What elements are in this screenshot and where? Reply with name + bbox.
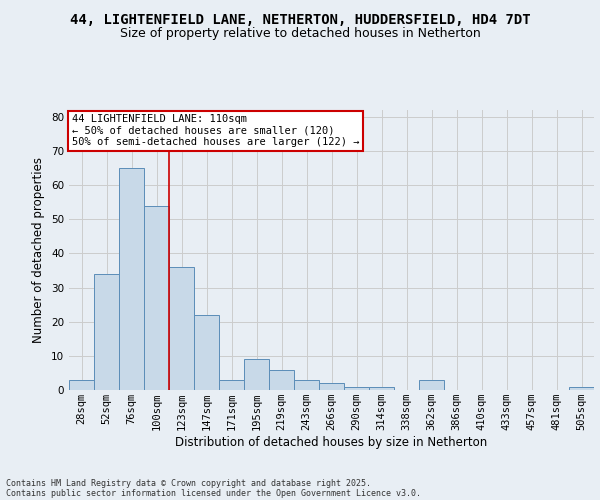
Bar [69, 380, 94, 390]
Text: Contains HM Land Registry data © Crown copyright and database right 2025.: Contains HM Land Registry data © Crown c… [6, 478, 371, 488]
Bar [419, 380, 444, 390]
Bar [294, 380, 319, 390]
Bar [94, 274, 119, 390]
Bar [194, 315, 219, 390]
Bar [169, 267, 194, 390]
X-axis label: Distribution of detached houses by size in Netherton: Distribution of detached houses by size … [175, 436, 488, 449]
Bar [144, 206, 169, 390]
Text: Contains public sector information licensed under the Open Government Licence v3: Contains public sector information licen… [6, 488, 421, 498]
Text: 44 LIGHTENFIELD LANE: 110sqm
← 50% of detached houses are smaller (120)
50% of s: 44 LIGHTENFIELD LANE: 110sqm ← 50% of de… [71, 114, 359, 148]
Bar [244, 360, 269, 390]
Text: Size of property relative to detached houses in Netherton: Size of property relative to detached ho… [119, 28, 481, 40]
Bar [319, 383, 344, 390]
Text: 44, LIGHTENFIELD LANE, NETHERTON, HUDDERSFIELD, HD4 7DT: 44, LIGHTENFIELD LANE, NETHERTON, HUDDER… [70, 12, 530, 26]
Y-axis label: Number of detached properties: Number of detached properties [32, 157, 46, 343]
Bar [219, 380, 244, 390]
Bar [344, 386, 369, 390]
Bar [269, 370, 294, 390]
Bar [569, 386, 594, 390]
Bar [119, 168, 144, 390]
Bar [369, 386, 394, 390]
